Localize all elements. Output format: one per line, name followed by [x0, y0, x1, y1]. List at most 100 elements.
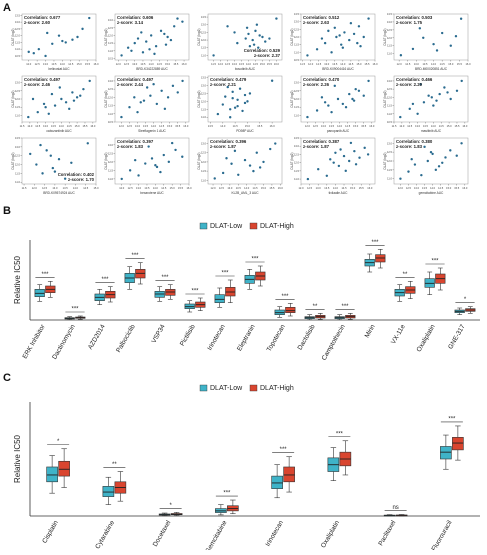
category-label: Irinotecan: [206, 323, 227, 352]
category-label: Cytarabine: [94, 519, 116, 550]
y-tick-label: 11.0: [108, 177, 113, 181]
scatter-point: [270, 79, 274, 82]
y-axis-label: Relative IC50: [13, 255, 22, 304]
scatter-point: [363, 146, 366, 150]
scatter-point: [243, 158, 247, 162]
scatter-point: [82, 87, 85, 91]
z-score-label: z-score: 2.20: [396, 82, 423, 87]
category-label: Gemcitabine: [204, 519, 228, 550]
x-tick-label: 13.5: [423, 124, 429, 128]
y-tick-label: 12.0: [294, 161, 300, 165]
category-label: Dactinomycin: [51, 323, 77, 361]
x-tick-label: 15.0: [75, 124, 81, 128]
x-tick-label: 12.0: [32, 186, 38, 190]
scatter-point: [27, 115, 30, 119]
y-tick-label: 12.5: [294, 152, 300, 156]
x-tick-label: 12.5: [307, 186, 313, 190]
x-tick-label: 16.0: [465, 62, 471, 66]
x-tick-label: 16.0: [369, 124, 375, 128]
scatter-point: [455, 89, 459, 92]
scatter-point: [306, 54, 309, 57]
scatter-point: [35, 163, 38, 166]
scatter-point: [133, 96, 136, 99]
significance-label: **: [403, 272, 408, 278]
category-label: GNE-317: [447, 323, 467, 350]
x-tick-label: 15.0: [446, 186, 452, 190]
x-tick-label: 13.0: [415, 124, 421, 128]
correlation-label: Correlation: 0.497: [24, 77, 61, 82]
scatter-point: [64, 41, 67, 44]
y-axis-label: DLAT (log2): [383, 153, 387, 170]
x-axis-label: BRD-K09004416 AUC: [322, 67, 354, 71]
x-tick-label: 14.0: [149, 62, 155, 66]
scatter-point: [323, 41, 327, 45]
box-group-12: *** Mirin: [364, 240, 386, 339]
scatter-point: [225, 157, 228, 160]
scatter-point: [252, 169, 255, 173]
scatter-point: [320, 37, 324, 40]
category-label: VX-11e: [390, 323, 407, 345]
significance-label: **: [313, 304, 318, 310]
x-tick-label: 14.0: [153, 186, 159, 190]
y-tick-label: 12.0: [108, 33, 114, 37]
scatter-point: [434, 168, 438, 172]
y-tick-label: 11.0: [201, 53, 206, 57]
scatter-point: [248, 45, 252, 48]
scatter-point: [142, 99, 146, 102]
y-tick-label: 12.0: [201, 38, 207, 42]
box-group-6: *** Pictilisib: [179, 289, 206, 347]
x-axis-label: BRD-K09574924 AUC: [43, 191, 75, 195]
y-tick-label: 13.5: [387, 12, 393, 16]
scatter-point: [44, 54, 47, 58]
x-tick-label: 15.0: [356, 62, 362, 66]
x-tick-label: 12.5: [128, 186, 134, 190]
y-tick-label: 13.0: [387, 79, 393, 83]
scatter-point: [236, 41, 239, 45]
x-tick-label: 15.5: [175, 124, 181, 128]
x-tick-label: 15.0: [447, 124, 453, 128]
y-tick-label: 13.0: [294, 81, 300, 85]
scatter-point: [432, 42, 435, 46]
y-tick-label: 12.5: [387, 28, 393, 32]
x-tick-label: 16.0: [183, 124, 189, 128]
scatter-point: [349, 22, 353, 25]
scatter-point: [348, 92, 351, 96]
y-tick-label: 12.0: [294, 97, 300, 101]
significance-label: ***: [336, 431, 344, 437]
scatter-point: [344, 169, 347, 173]
x-axis-label: cabozantinib AUC: [46, 129, 72, 133]
y-tick-label: 10.5: [387, 120, 393, 124]
scatter-point: [61, 39, 64, 43]
scatter-point: [243, 93, 247, 97]
scatter-point: [354, 163, 358, 166]
category-label: Mirin: [364, 323, 377, 339]
scatter-point: [335, 35, 338, 39]
x-tick-label: 14.5: [253, 186, 259, 190]
x-tick-label: 15.0: [448, 62, 454, 66]
scatter-point: [176, 91, 179, 94]
scatter-plot-2: 12.0 12.5 13.0 13.5 14.0 14.5 15.0 15.5 16.010.5…: [104, 13, 190, 71]
scatter-point: [399, 177, 402, 180]
box-group-9: *** Topotecan: [266, 294, 296, 353]
scatter-point: [29, 152, 32, 156]
correlation-label: Correlation: 0.512: [303, 15, 340, 20]
significance-label: **: [112, 462, 117, 468]
panel-label-c: C: [3, 372, 11, 384]
scatter-point: [233, 149, 237, 153]
scatter-point: [426, 159, 429, 163]
legend-label-low: DLAT-Low: [210, 223, 243, 230]
scatter-point: [181, 79, 184, 83]
scatter-point: [420, 173, 423, 177]
scatter-point: [356, 41, 359, 45]
scatter-point: [173, 25, 176, 28]
scatter-plot-7: 12.0 12.5 13.0 13.5 14.0 14.5 15.0 15.5 16.010.5…: [104, 75, 190, 133]
y-axis-label: Relative IC50: [13, 434, 22, 483]
legend-swatch-low: [199, 222, 208, 230]
scatter-point: [341, 46, 345, 49]
scatter-point: [226, 25, 229, 28]
significance-label: *: [464, 297, 467, 303]
scatter-point: [152, 83, 155, 86]
y-tick-label: 11.0: [294, 177, 299, 181]
x-tick-label: 16.0: [372, 62, 378, 66]
scatter-point: [254, 29, 257, 33]
